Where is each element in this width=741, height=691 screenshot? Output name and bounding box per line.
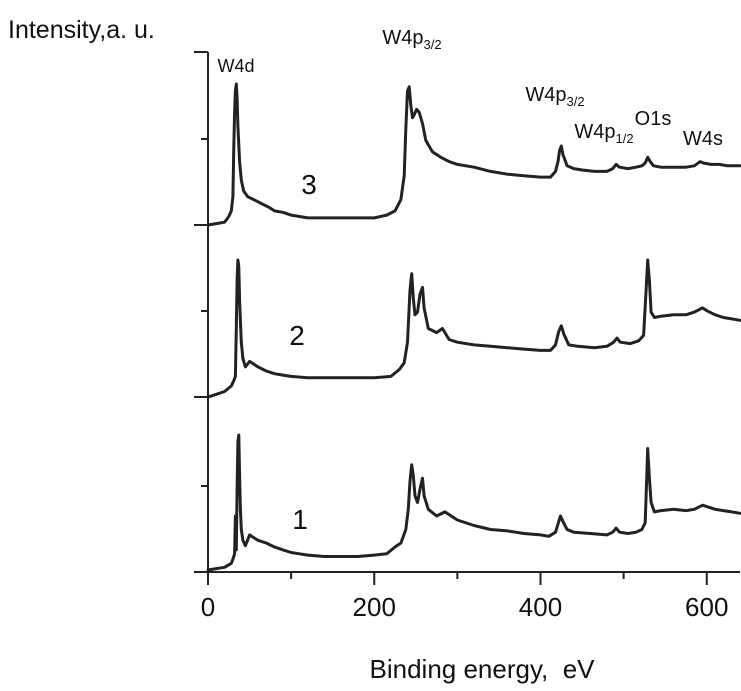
x-axis-label: Binding energy, eV [370, 654, 596, 684]
series-line-1 [206, 433, 741, 572]
peak-label: W4s [683, 128, 723, 150]
peak-label: W4p3/2 [382, 27, 441, 52]
y-axis-label: Intensity,a. u. [8, 16, 155, 44]
peak-label: W4p3/2 [525, 84, 584, 109]
peak-label: O1s [635, 108, 672, 130]
series-labels: 1 2 3 [289, 169, 317, 535]
series-line-2 [206, 258, 741, 399]
series-label: 3 [301, 169, 317, 200]
x-tick-labels: 0 200 400 600 [201, 592, 729, 622]
x-tick-label: 200 [353, 592, 396, 622]
traces [206, 82, 741, 572]
series-label: 2 [289, 320, 305, 351]
x-tick-label: 0 [201, 592, 215, 622]
series-line-3 [206, 82, 741, 227]
x-tick-label: 400 [519, 592, 562, 622]
axes [194, 51, 740, 585]
x-tick-label: 600 [685, 592, 728, 622]
series-label: 1 [292, 504, 308, 535]
peak-label: W4p1/2 [574, 121, 633, 146]
peak-label: W4d [217, 56, 254, 76]
